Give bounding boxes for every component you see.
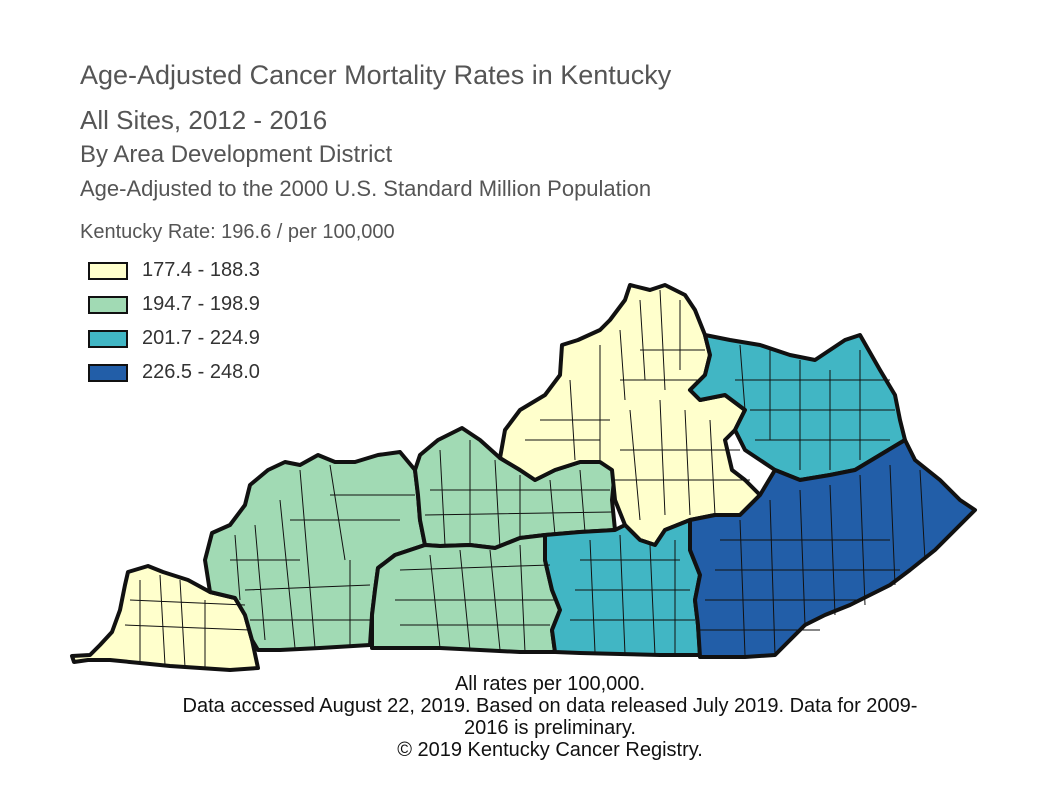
county-lines	[124, 289, 926, 668]
legend-label: 226.5 - 248.0	[142, 361, 260, 383]
footer-notes: All rates per 100,000. Data accessed Aug…	[100, 673, 1000, 761]
map-subtitle-grouping: By Area Development District	[80, 141, 393, 168]
legend-label: 177.4 - 188.3	[142, 259, 260, 281]
legend-label: 201.7 - 224.9	[142, 327, 260, 349]
map-subtitle-standard: Age-Adjusted to the 2000 U.S. Standard M…	[80, 176, 652, 201]
footer-line: All rates per 100,000.	[454, 673, 646, 695]
state-rate-label: Kentucky Rate: 196.6 / per 100,000	[80, 221, 395, 243]
legend-label: 194.7 - 198.9	[142, 293, 260, 315]
footer-line: Data accessed August 22, 2019. Based on …	[182, 695, 918, 717]
map-title: Age-Adjusted Cancer Mortality Rates in K…	[80, 60, 672, 90]
footer-line: © 2019 Kentucky Cancer Registry.	[397, 739, 703, 761]
district-green-south	[370, 533, 562, 654]
legend-swatch	[88, 296, 128, 314]
district-purchase	[70, 564, 260, 672]
legend-swatch	[88, 262, 128, 280]
footer-line: 2016 is preliminary.	[464, 717, 636, 739]
map-subtitle-sites: All Sites, 2012 - 2016	[80, 105, 328, 135]
legend-swatch	[88, 330, 128, 348]
legend-swatch	[88, 364, 128, 382]
